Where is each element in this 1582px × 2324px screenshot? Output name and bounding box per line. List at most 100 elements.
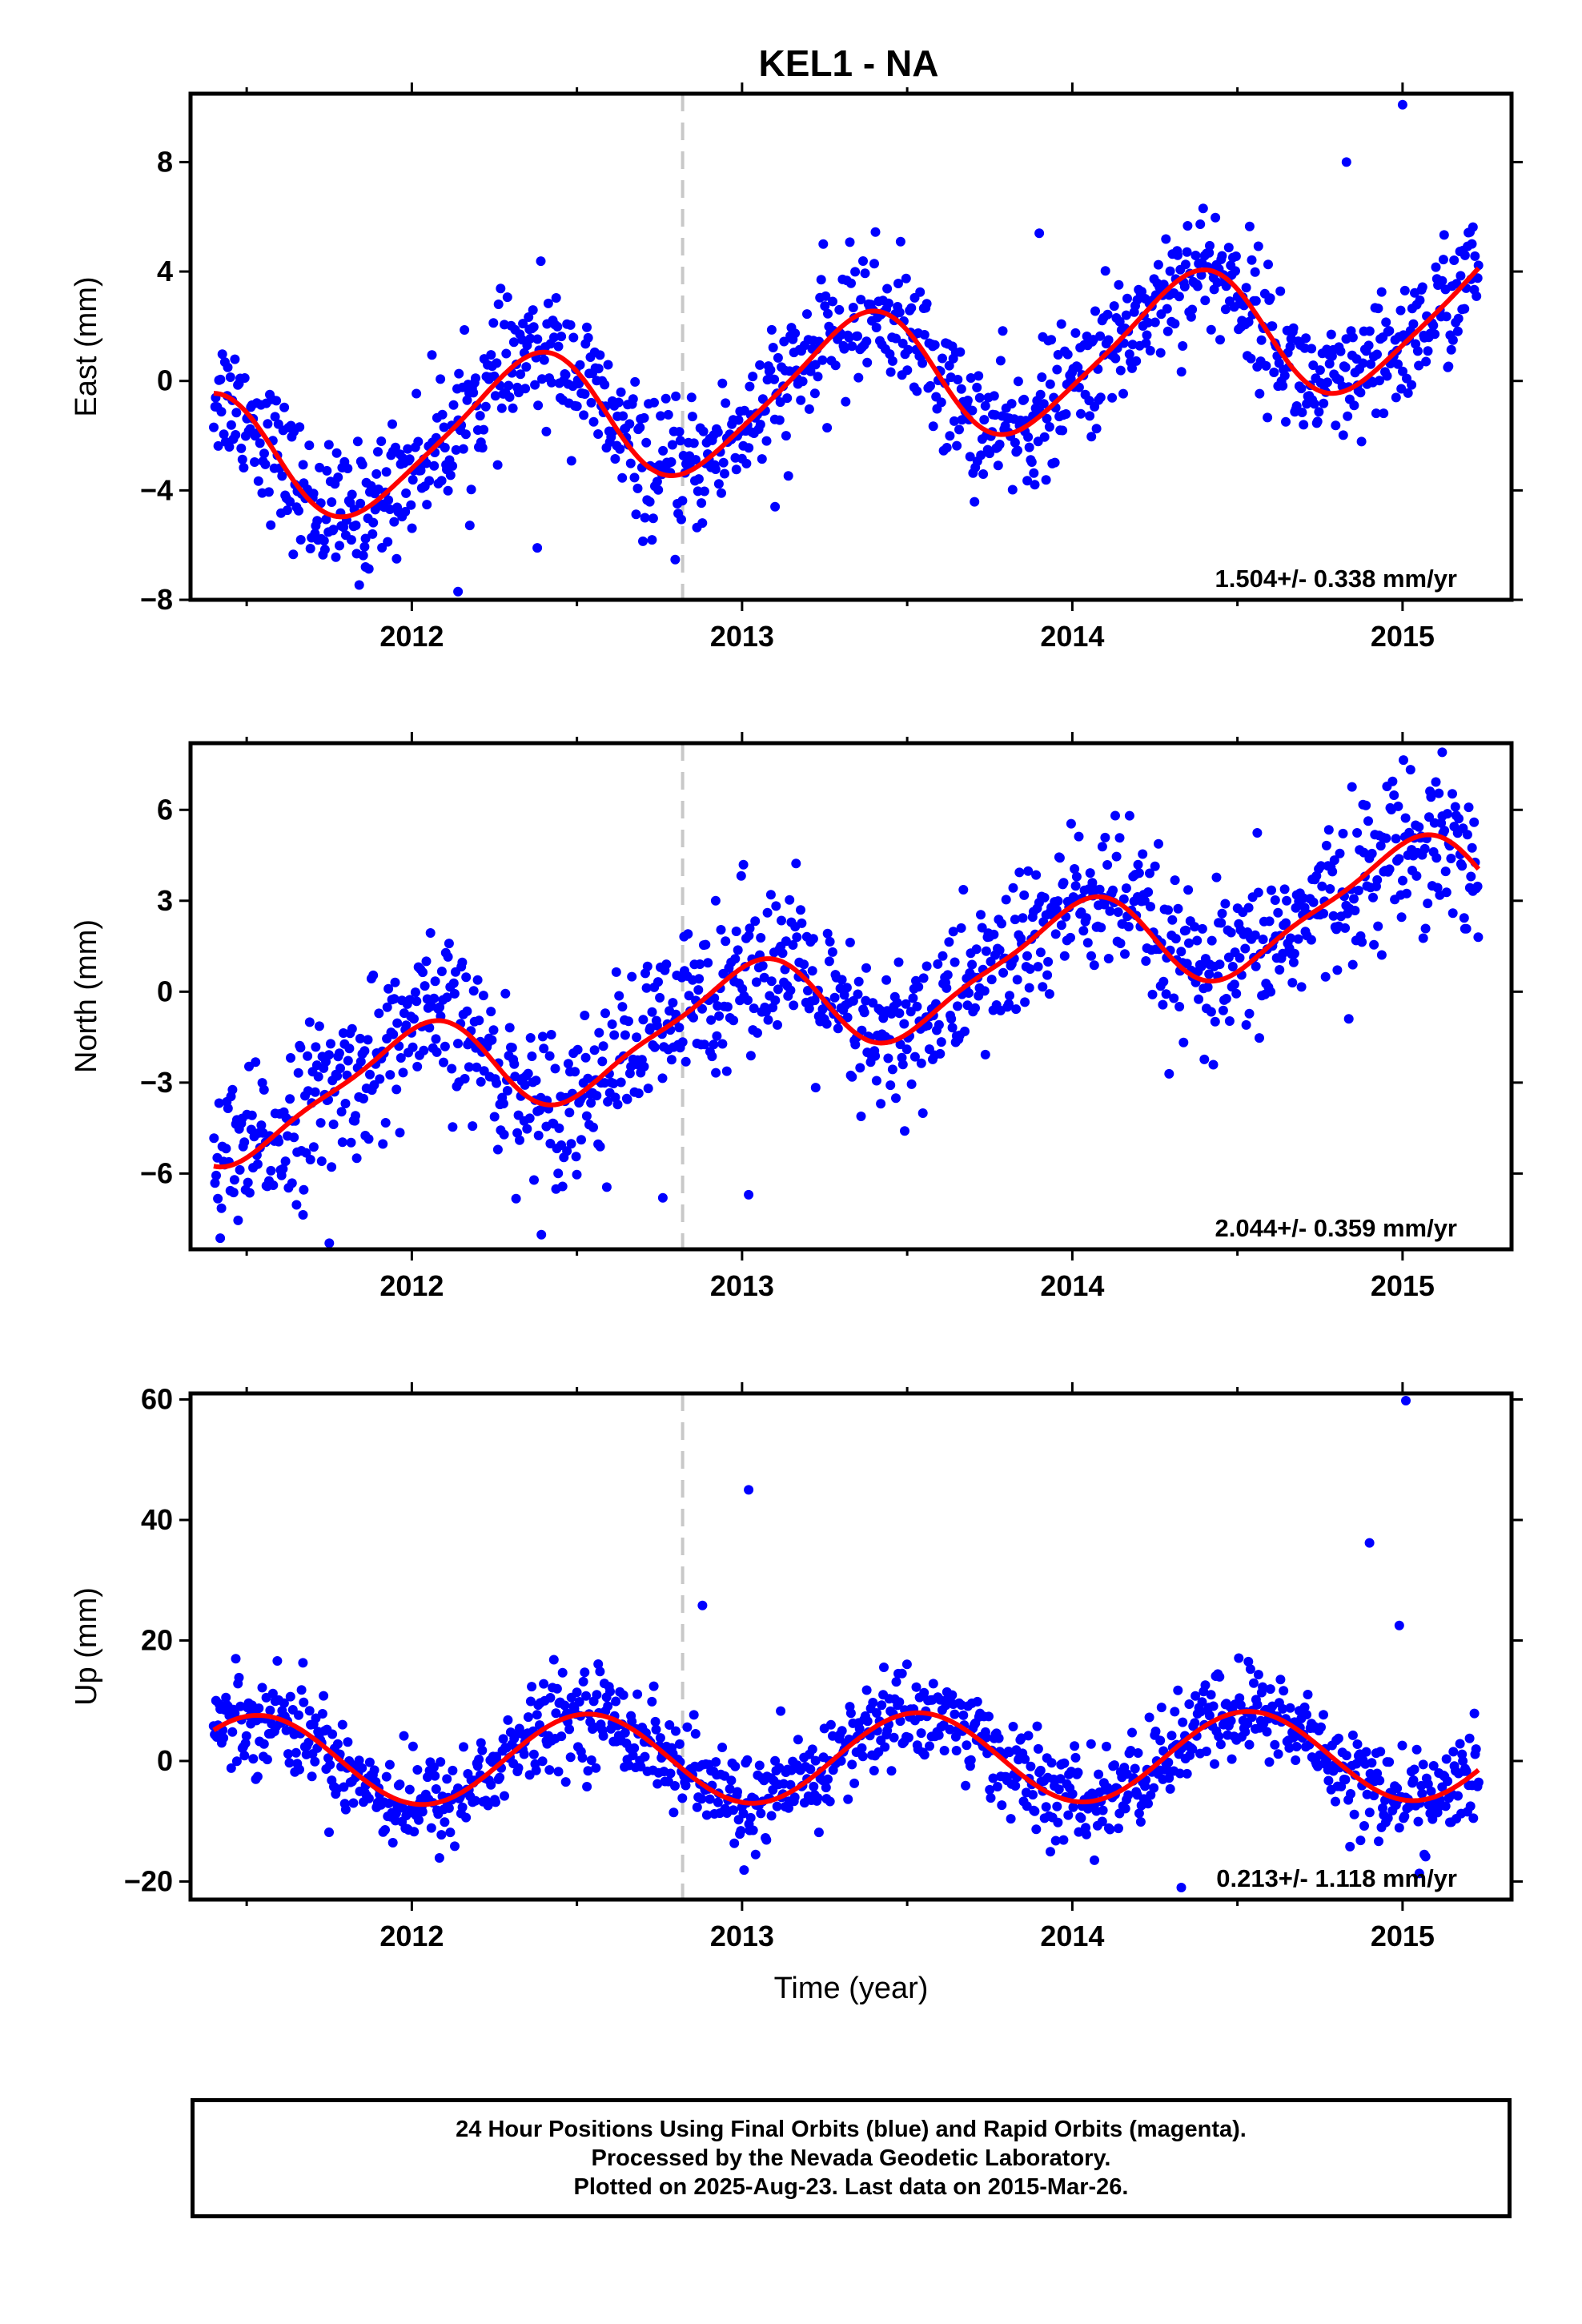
data-point [1243, 1656, 1254, 1667]
data-point [1341, 1751, 1351, 1761]
y-axis-label: Up (mm) [70, 1587, 103, 1706]
data-point [223, 362, 233, 372]
data-point [1166, 1731, 1177, 1741]
data-point [825, 1796, 835, 1807]
data-point [263, 487, 274, 497]
data-point [592, 1690, 602, 1700]
data-point [1231, 266, 1240, 276]
data-point [1186, 312, 1196, 322]
data-point [545, 1139, 556, 1148]
data-point [1392, 1783, 1403, 1794]
data-point [1426, 1786, 1436, 1796]
data-point [422, 500, 432, 510]
data-point [970, 497, 980, 507]
data-point [398, 1068, 408, 1078]
data-point [1251, 961, 1261, 971]
data-point [1439, 230, 1449, 240]
data-point [709, 993, 720, 1003]
data-point [443, 485, 453, 496]
data-point [709, 1039, 719, 1050]
data-point [1200, 1680, 1211, 1691]
data-point [1127, 363, 1137, 373]
data-point [287, 1178, 297, 1188]
data-point [779, 336, 789, 347]
data-point [1147, 989, 1158, 999]
data-point [1012, 975, 1022, 985]
data-point [642, 961, 652, 971]
data-point [1275, 1675, 1286, 1685]
data-point [1428, 320, 1439, 331]
data-point [1031, 1824, 1042, 1835]
data-point [1316, 861, 1326, 871]
data-point [744, 931, 754, 941]
data-point [1426, 792, 1436, 802]
data-point [902, 365, 913, 376]
data-point [605, 1687, 615, 1697]
data-point [796, 905, 805, 915]
data-point [1418, 933, 1428, 943]
data-point [1352, 828, 1363, 838]
data-point [408, 1741, 418, 1751]
data-point [697, 1003, 707, 1014]
data-point [1042, 413, 1052, 424]
data-point [1291, 1755, 1301, 1765]
data-point [745, 923, 755, 934]
data-point [974, 371, 984, 381]
data-point [1458, 1756, 1468, 1766]
data-point [381, 1771, 391, 1782]
data-point [1306, 935, 1316, 945]
data-point [308, 1142, 319, 1152]
data-point [915, 287, 926, 297]
data-point [1454, 814, 1464, 824]
data-point [1279, 371, 1290, 380]
data-point [763, 1015, 773, 1025]
data-point [901, 273, 911, 283]
data-point [668, 998, 678, 1008]
data-point [1245, 1664, 1255, 1675]
data-point [1050, 929, 1061, 939]
data-point [448, 978, 459, 988]
data-point [1231, 251, 1241, 261]
data-point [520, 384, 531, 394]
data-point [1114, 833, 1125, 843]
data-point [252, 1159, 263, 1169]
data-point [458, 444, 468, 454]
data-point [1158, 999, 1168, 1010]
data-point [773, 352, 783, 363]
data-point [1038, 982, 1048, 992]
data-point [897, 338, 908, 348]
data-point [1019, 890, 1030, 900]
data-point [1396, 912, 1407, 923]
data-point [279, 1698, 289, 1708]
data-point [961, 1780, 971, 1791]
data-point [1408, 1775, 1419, 1785]
data-point [231, 430, 241, 440]
data-point [1325, 884, 1335, 894]
x-tick-label: 2014 [1040, 1269, 1104, 1302]
data-point [478, 991, 488, 1001]
data-point [266, 520, 276, 530]
data-point [471, 373, 480, 384]
data-point [502, 292, 512, 303]
data-point [487, 1035, 497, 1045]
data-point [1423, 346, 1433, 356]
data-point [583, 1073, 593, 1084]
data-point [1114, 316, 1125, 327]
data-point [776, 1706, 786, 1716]
data-point [436, 1757, 446, 1767]
data-point [717, 1743, 728, 1752]
data-point [686, 392, 697, 403]
data-point [1415, 295, 1425, 305]
data-point [492, 1144, 503, 1155]
data-point [248, 1754, 259, 1764]
data-point [622, 1094, 632, 1104]
data-point [1352, 1739, 1363, 1749]
data-point [1120, 1803, 1130, 1814]
data-point [334, 1048, 344, 1059]
data-point [853, 976, 864, 987]
data-point [614, 991, 624, 1001]
data-point [1107, 392, 1118, 403]
data-point [1010, 1781, 1021, 1791]
data-point [324, 1827, 334, 1837]
data-point [1396, 384, 1407, 394]
